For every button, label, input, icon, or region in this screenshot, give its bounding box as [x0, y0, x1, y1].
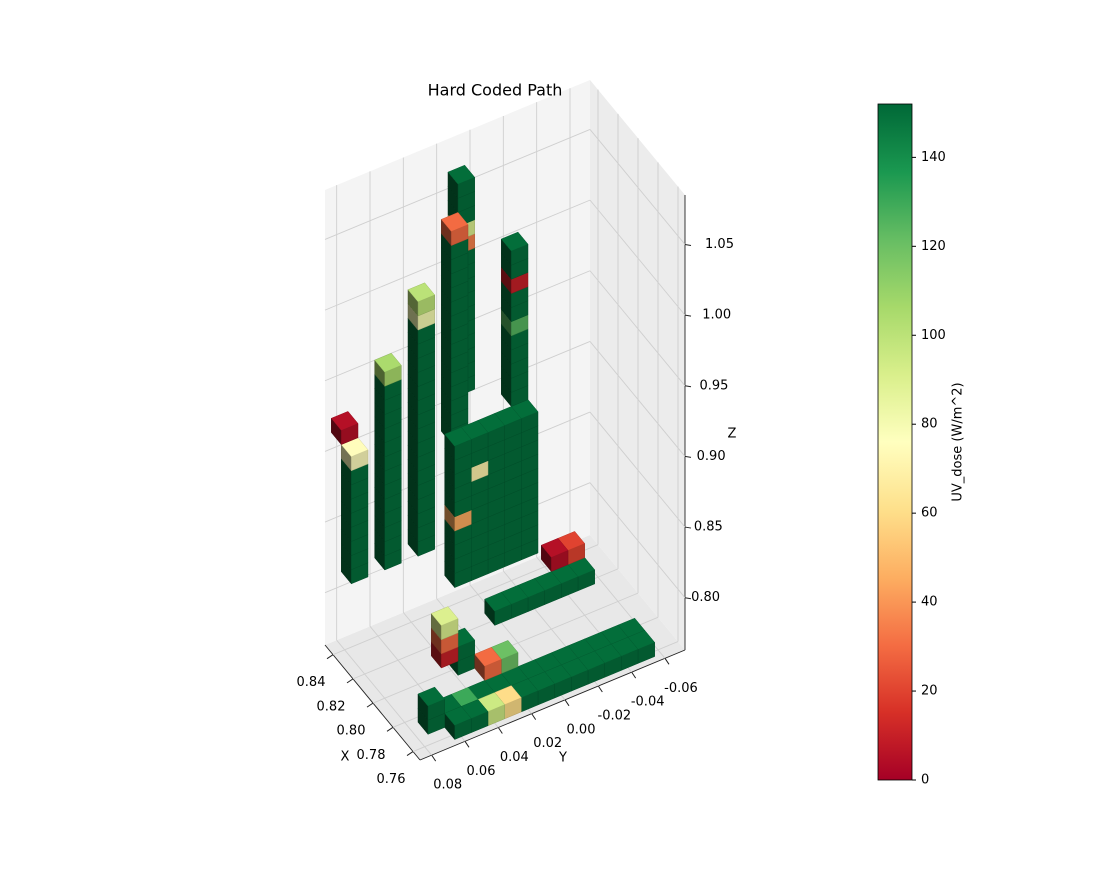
y-tick	[431, 754, 437, 762]
y-axis-label: Y	[558, 751, 567, 766]
z-tick-label: 1.05	[705, 237, 734, 252]
colorbar-tick-label: 0	[921, 773, 929, 788]
y-tick	[664, 658, 670, 665]
z-tick	[684, 243, 692, 246]
z-tick	[684, 314, 692, 317]
voxel-top	[484, 591, 512, 612]
y-tick	[497, 727, 503, 734]
voxel	[440, 212, 469, 247]
x-tick-label: 0.84	[297, 675, 326, 690]
colorbar-tick-label: 100	[921, 328, 946, 343]
voxel-top	[540, 537, 569, 558]
voxel	[447, 164, 476, 199]
colorbar-tick-label: 120	[921, 239, 946, 254]
y-tick	[564, 699, 570, 707]
voxel-top	[417, 686, 446, 707]
voxel	[474, 646, 502, 682]
grid-line	[589, 199, 686, 316]
z-tick-label: 1.00	[702, 308, 731, 323]
voxel-top	[444, 706, 472, 726]
x-tick-label: 0.76	[377, 772, 406, 787]
voxel	[444, 426, 472, 462]
x-axis-label: X	[341, 750, 350, 765]
axis-line	[419, 649, 686, 761]
y-tick-label: 0.06	[467, 764, 496, 779]
y-tick-label: -0.04	[631, 695, 665, 710]
chart-title: Hard Coded Path	[428, 81, 563, 100]
grid-line	[589, 482, 686, 599]
voxel	[417, 686, 446, 721]
voxel-top	[407, 282, 436, 303]
y-tick-label: -0.02	[598, 708, 632, 723]
colorbar-tick-label: 40	[921, 595, 938, 610]
y-tick	[631, 671, 637, 679]
x-tick	[366, 702, 374, 708]
z-tick	[684, 526, 692, 529]
z-tick-label: 0.80	[691, 590, 720, 605]
y-tick-label: 0.02	[533, 736, 562, 751]
voxel	[407, 282, 436, 317]
voxel-top	[330, 411, 359, 431]
voxels	[330, 164, 656, 741]
colorbar-gradient	[877, 103, 913, 781]
y-tick-label: -0.06	[664, 681, 698, 696]
colorbar: 0 20 40 60 80 100 120 140 UV_dose (W/m^2)	[877, 103, 966, 788]
grid-line	[589, 341, 686, 457]
y-tick-label: 0.08	[433, 778, 462, 793]
voxel	[444, 706, 472, 741]
colorbar-tick-label: 20	[921, 684, 938, 699]
colorbar-tick-label: 140	[921, 150, 946, 165]
x-tick	[326, 654, 334, 660]
grid-line	[336, 639, 433, 756]
x-tick-label: 0.78	[357, 748, 386, 763]
y-tick	[531, 713, 537, 720]
y-pane	[590, 80, 685, 650]
x-tick	[346, 678, 354, 684]
grid-line	[589, 270, 686, 387]
axis-line	[324, 644, 421, 761]
voxel-top	[374, 352, 402, 373]
colorbar-tick-label: 80	[921, 417, 938, 432]
z-tick-label: 0.90	[697, 449, 726, 464]
x-tick	[406, 751, 414, 756]
colorbar-tick-label: 60	[921, 506, 938, 521]
y-tick-label: 0.04	[500, 750, 529, 765]
voxel-top	[474, 646, 502, 667]
voxel-top	[444, 426, 472, 447]
voxel	[484, 591, 512, 627]
voxel	[500, 231, 529, 266]
y-tick	[464, 741, 470, 748]
x-tick-label: 0.82	[317, 699, 346, 714]
grid-line	[589, 411, 686, 528]
z-tick-label: 0.95	[699, 378, 728, 393]
colorbar-label: UV_dose (W/m^2)	[951, 382, 966, 501]
z-tick-label: 0.85	[694, 520, 723, 535]
grid-line	[589, 129, 686, 245]
z-tick	[684, 597, 692, 600]
voxel-top	[440, 212, 469, 232]
z-tick	[684, 385, 692, 388]
voxel-top	[500, 231, 529, 252]
voxel	[540, 537, 569, 573]
z-axis-label: Z	[728, 427, 737, 442]
z-tick	[684, 455, 692, 458]
voxel	[374, 352, 402, 387]
x-tick	[386, 726, 394, 732]
x-tick-label: 0.80	[337, 724, 366, 739]
y-tick-label: 0.00	[567, 722, 596, 737]
voxel	[330, 411, 359, 446]
voxel	[430, 606, 459, 641]
voxel-top	[447, 164, 476, 185]
voxel-top	[430, 606, 459, 626]
y-tick	[597, 685, 603, 693]
